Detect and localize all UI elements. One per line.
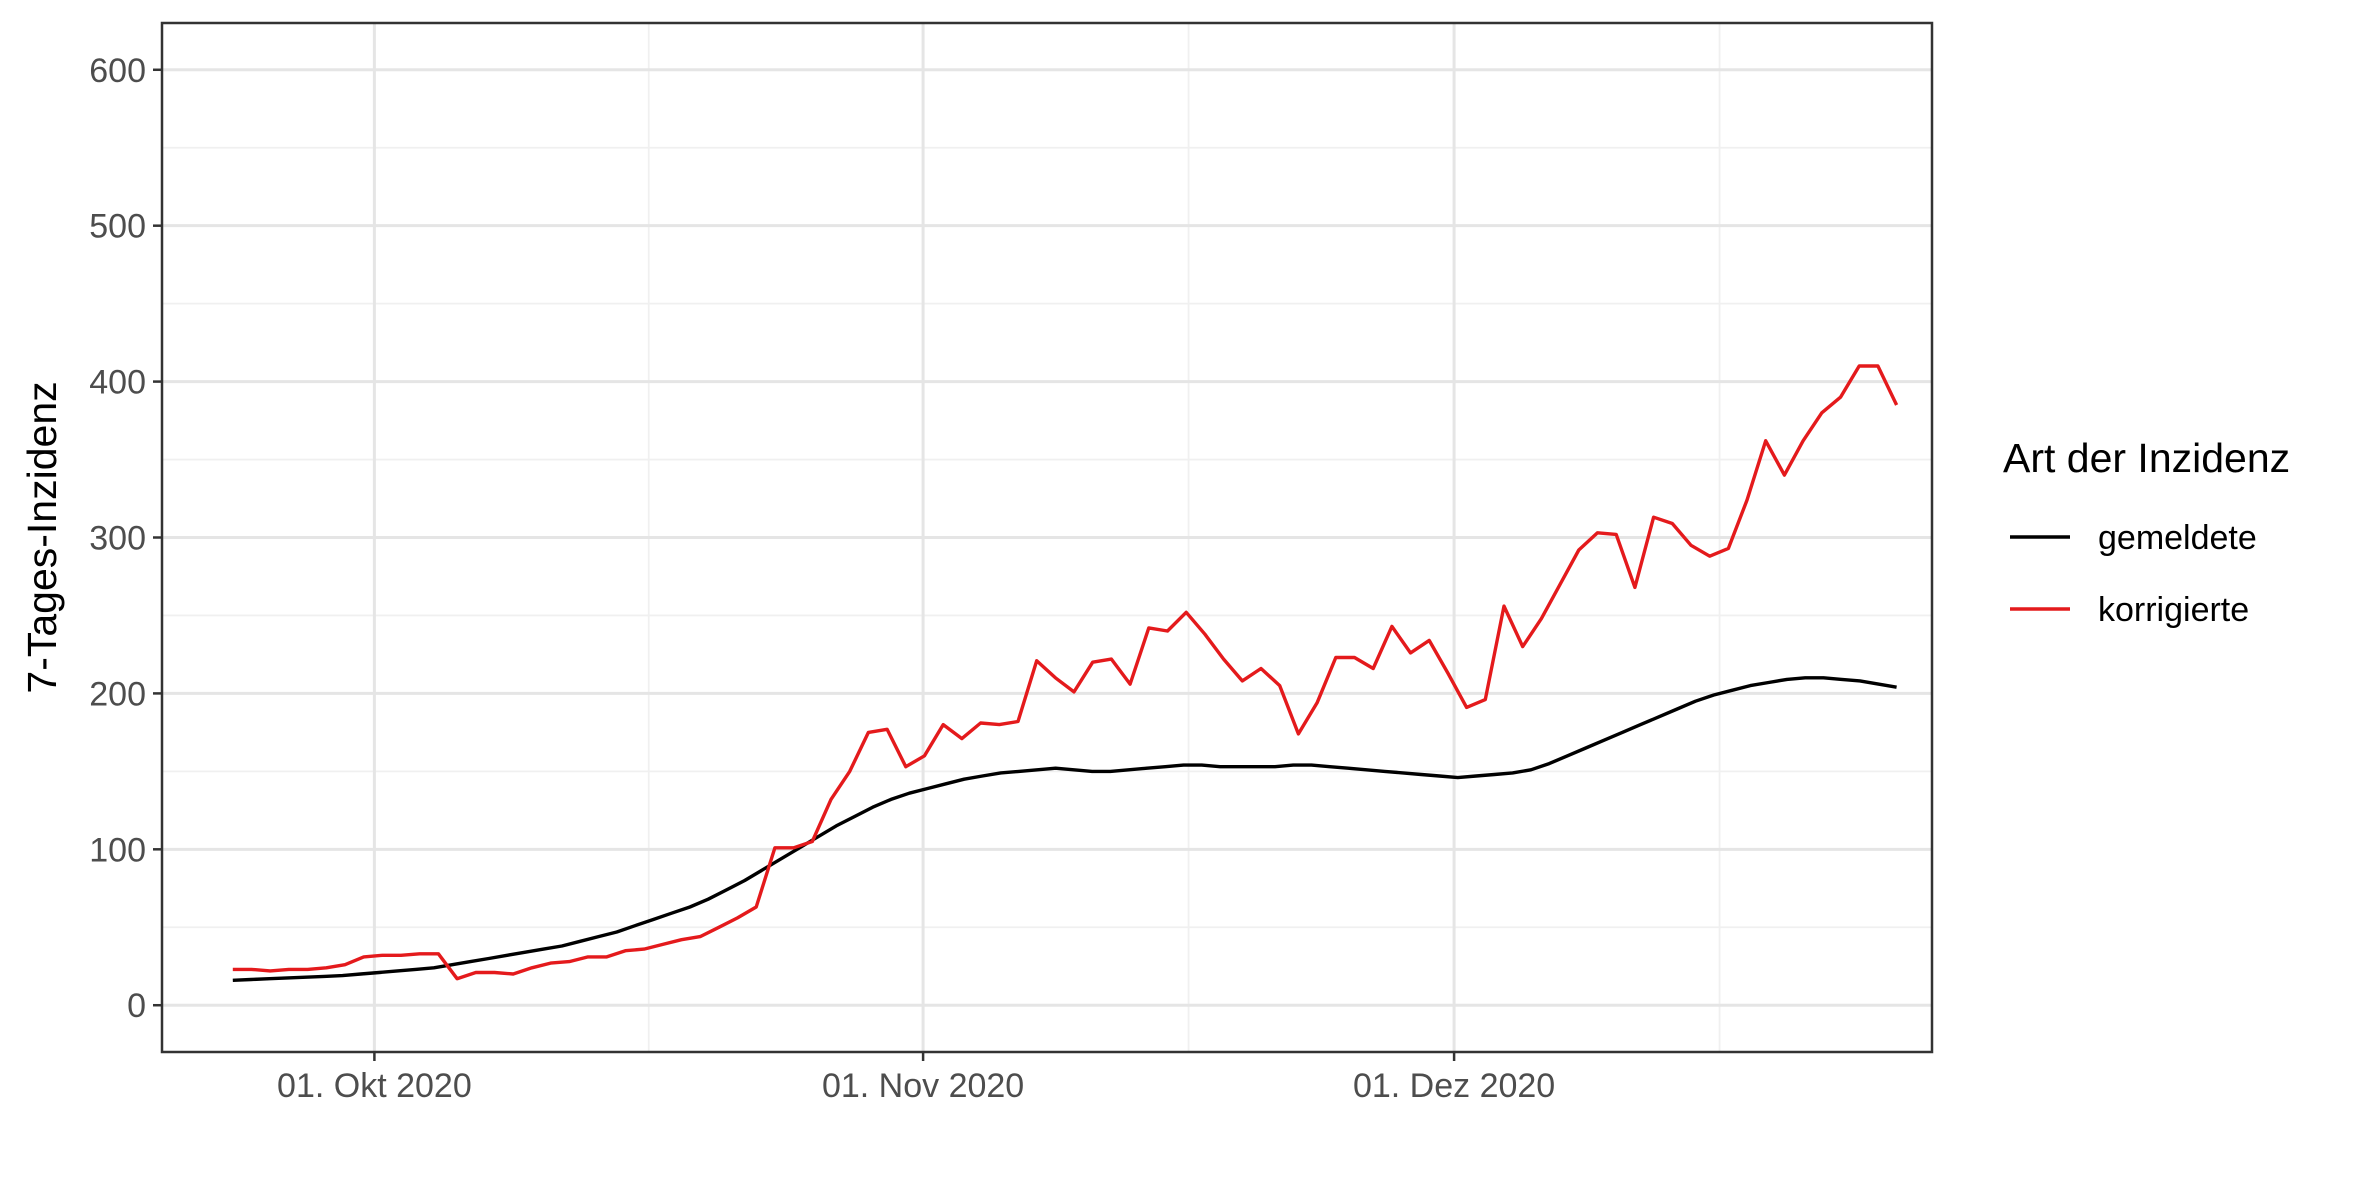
x-tick-label: 01. Dez 2020 [1353,1067,1555,1105]
y-tick-label: 300 [89,520,146,558]
y-tick-label: 400 [89,364,146,402]
y-tick-label: 500 [89,208,146,246]
grid-lines [162,23,1932,1052]
x-tick-label: 01. Okt 2020 [277,1067,472,1105]
y-tick-label: 200 [89,675,146,713]
y-axis-title: 7-Tages-Inzidenz [19,381,65,693]
legend: Art der Inzidenz gemeldete korrigierte [2003,435,2290,629]
legend-label-korrigierte: korrigierte [2098,591,2249,629]
y-tick-label: 600 [89,52,146,90]
legend-items: gemeldete korrigierte [2010,519,2257,629]
legend-title: Art der Inzidenz [2003,435,2290,481]
series-line-gemeldete [232,676,1897,982]
axes: 0 100 200 300 400 500 600 01. Okt 2020 01. Nov 2… [89,52,1555,1105]
x-tick-label: 01. Nov 2020 [822,1067,1024,1105]
y-tick-label: 100 [89,831,146,869]
series-lines [232,364,1899,982]
legend-label-gemeldete: gemeldete [2098,519,2257,557]
y-tick-label: 0 [127,987,146,1025]
series-line-korrigierte [232,364,1899,981]
